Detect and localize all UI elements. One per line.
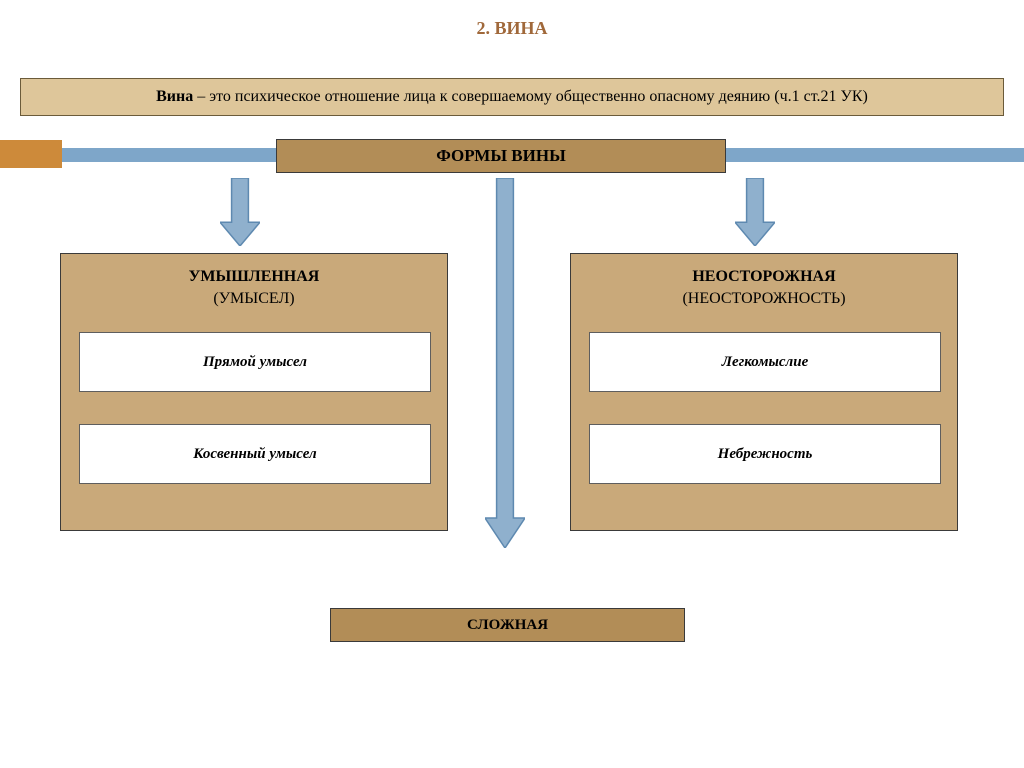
arrow-down-center-icon	[485, 178, 525, 548]
negligent-title: НЕОСТОРОЖНАЯ	[571, 266, 957, 288]
intentional-header: УМЫШЛЕННАЯ (УМЫСЕЛ)	[61, 254, 447, 309]
arrow-down-right-icon	[735, 178, 775, 246]
negligent-subtitle: (НЕОСТОРОЖНОСТЬ)	[571, 288, 957, 310]
orange-accent-block	[0, 140, 62, 168]
carelessness-box: Небрежность	[589, 424, 941, 484]
indirect-intent-box: Косвенный умысел	[79, 424, 431, 484]
intentional-subtitle: (УМЫСЕЛ)	[61, 288, 447, 310]
definition-bar: Вина – это психическое отношение лица к …	[20, 78, 1004, 116]
definition-text: Вина – это психическое отношение лица к …	[156, 88, 868, 106]
intentional-title: УМЫШЛЕННАЯ	[61, 266, 447, 288]
negligent-category-box: НЕОСТОРОЖНАЯ (НЕОСТОРОЖНОСТЬ) Легкомысли…	[570, 253, 958, 531]
complex-box: СЛОЖНАЯ	[330, 608, 685, 642]
intentional-category-box: УМЫШЛЕННАЯ (УМЫСЕЛ) Прямой умысел Косвен…	[60, 253, 448, 531]
direct-intent-box: Прямой умысел	[79, 332, 431, 392]
recklessness-box: Легкомыслие	[589, 332, 941, 392]
arrow-down-left-icon	[220, 178, 260, 246]
forms-header-box: ФОРМЫ ВИНЫ	[276, 139, 726, 173]
negligent-header: НЕОСТОРОЖНАЯ (НЕОСТОРОЖНОСТЬ)	[571, 254, 957, 309]
page-title: 2. ВИНА	[0, 18, 1024, 39]
